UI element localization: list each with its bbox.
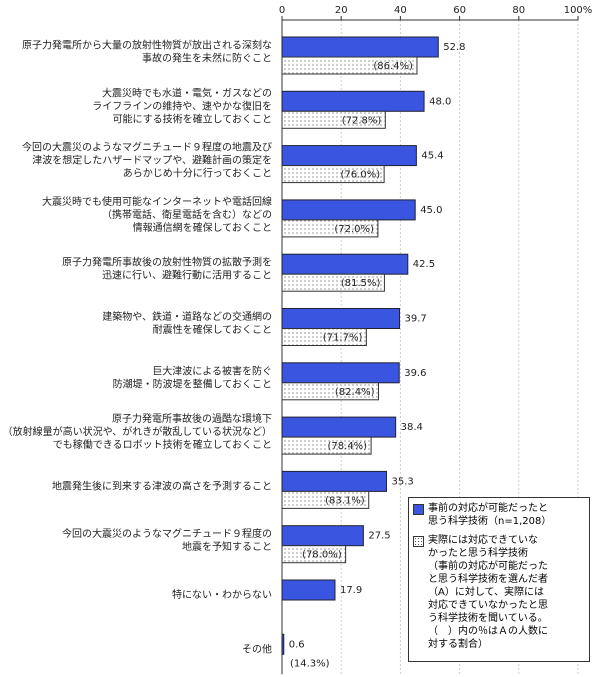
- value-label: 0.6: [289, 639, 305, 650]
- annotation: (83.1%): [325, 495, 365, 506]
- value-label: 38.4: [401, 422, 423, 433]
- bar: [281, 525, 364, 547]
- value-label: 39.7: [405, 314, 427, 325]
- bar: [281, 253, 409, 275]
- category-label: 今回の大震災のようなマグニチュード９程度の地震及び津波を想定したハザードマップや…: [22, 141, 272, 180]
- legend-item: 事前の対応が可能だったと 思う科学技術（n=1,208）: [413, 502, 585, 528]
- category-label: 巨大津波による被害を防ぐ防潮堤・防波堤を整備しておくこと: [113, 364, 272, 390]
- bar: [281, 199, 416, 221]
- bar: [281, 328, 367, 346]
- category-label: 今回の大震災のようなマグニチュード９程度の地震を予知すること: [62, 527, 272, 553]
- annotation: (86.4%): [373, 61, 413, 72]
- bar: [281, 362, 400, 384]
- bar: [281, 579, 336, 601]
- value-label: 35.3: [391, 476, 413, 487]
- legend-swatch: [413, 536, 424, 547]
- category-label: その他: [242, 642, 272, 655]
- bar: [281, 633, 285, 655]
- value-label: 39.6: [404, 368, 426, 379]
- value-label: 45.0: [420, 205, 442, 216]
- bar: [281, 490, 370, 509]
- legend-swatch: [413, 504, 424, 515]
- bar: [281, 90, 425, 112]
- category-label: 原子力発電所事故後の放射性物質の拡散予測を迅速に行い、避難行動に活用すること: [62, 256, 272, 282]
- category-label: 地震発生後に到来する津波の高さを予測すること: [52, 479, 272, 492]
- bar: [281, 110, 386, 129]
- value-label: 42.5: [413, 259, 435, 270]
- x-tick-label: 0: [279, 5, 285, 16]
- value-label: 52.8: [443, 42, 465, 53]
- value-label: 27.5: [368, 531, 390, 542]
- annotation: (78.0%): [302, 550, 342, 561]
- bar: [281, 219, 379, 238]
- bar: [281, 436, 372, 455]
- category-label: 原子力発電所から大量の放射性物質が放出される深刻な事故の発生を未然に防ぐこと: [22, 39, 272, 65]
- bar: [281, 145, 417, 167]
- category-label: 原子力発電所事故後の過酷な環境下（放射線量が高い状況や、がれきが散乱している状況…: [3, 412, 272, 451]
- annotation: (76.0%): [341, 170, 381, 181]
- legend-label: 実際には対応できていな かったと思う科学技術 （事前の対応が可能だった と思う科…: [428, 535, 548, 650]
- category-label: 特にない・わからない: [172, 589, 272, 601]
- category-label: 大震災時でも水道・電気・ガスなどのライフラインの維持や、速やかな復旧を可能にする…: [92, 86, 272, 125]
- legend-item: 実際には対応できていな かったと思う科学技術 （事前の対応が可能だった と思う科…: [413, 534, 585, 651]
- annotation: (72.8%): [342, 115, 382, 126]
- annotation: (78.4%): [328, 441, 368, 452]
- value-label: 17.9: [340, 585, 362, 596]
- bar: [281, 36, 439, 58]
- bar: [281, 56, 418, 75]
- annotation: (81.5%): [341, 278, 381, 289]
- legend: 事前の対応が可能だったと 思う科学技術（n=1,208） 実際には対応できていな …: [408, 497, 590, 662]
- x-tick-label: 40: [394, 5, 407, 16]
- bar: [281, 545, 347, 564]
- x-tick-label: 20: [335, 5, 348, 16]
- annotation: (71.7%): [323, 333, 363, 344]
- annotation: (72.0%): [334, 224, 374, 235]
- bar: [281, 470, 387, 492]
- annotation: (14.3%): [290, 658, 330, 669]
- bar: [281, 308, 401, 329]
- category-label: 建築物や、鉄道・道路などの交通網の耐震性を確保しておくこと: [102, 310, 272, 336]
- category-label: 大震災時でも使用可能なインターネットや電話回線（携帯電話、衛星電話を含む）などの…: [42, 195, 272, 234]
- x-tick-label: 100%: [564, 5, 593, 16]
- legend-label: 事前の対応が可能だったと 思う科学技術（n=1,208）: [428, 503, 552, 527]
- bar: [281, 273, 385, 292]
- value-label: 45.4: [421, 151, 443, 162]
- x-tick-label: 80: [512, 5, 525, 16]
- bar: [281, 165, 385, 184]
- value-label: 48.0: [429, 96, 451, 107]
- bar: [281, 416, 397, 438]
- bar: [281, 382, 379, 401]
- x-tick-label: 60: [453, 5, 466, 16]
- annotation: (82.4%): [335, 387, 375, 398]
